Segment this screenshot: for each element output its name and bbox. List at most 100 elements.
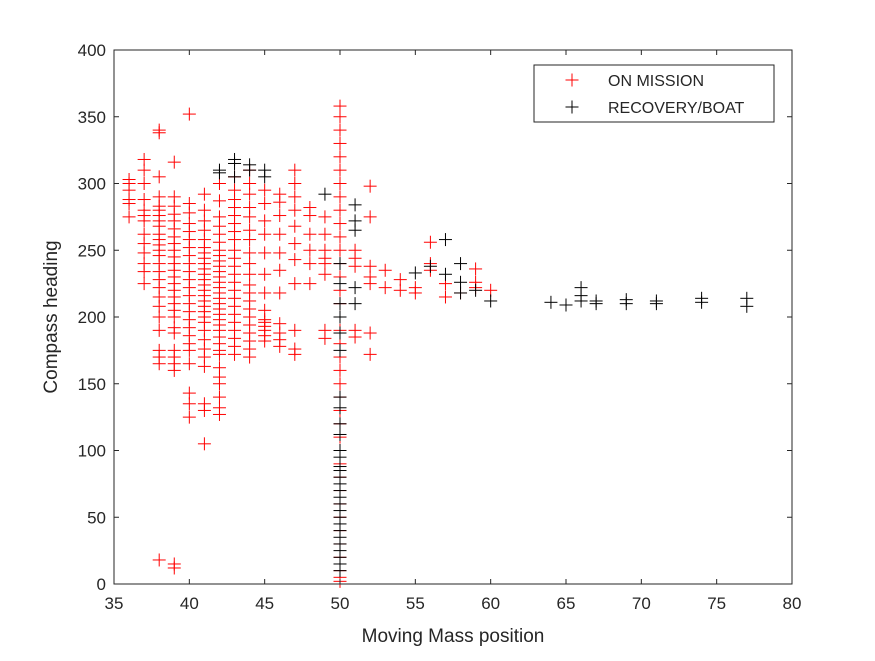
data-point [423,235,437,249]
data-point [333,110,347,124]
data-point [137,277,151,291]
data-point [318,210,332,224]
data-point [619,297,633,311]
data-point [649,297,663,311]
data-point [333,203,347,217]
data-point [333,190,347,204]
data-point [333,277,347,291]
data-point [167,363,181,377]
data-point [333,297,347,311]
data-point [333,343,347,357]
data-point [469,262,483,276]
y-tick-label: 0 [97,575,106,594]
data-point [348,297,362,311]
y-axis-label: Compass heading [41,240,62,393]
legend: ON MISSION RECOVERY/BOAT [533,64,775,123]
series-on-mission [122,99,498,588]
data-point [333,401,347,415]
data-point [243,350,257,364]
y-tick-label: 100 [78,442,106,461]
data-point [333,326,347,340]
data-point [212,194,226,208]
data-point [333,163,347,177]
data-point [333,564,347,578]
data-point [740,299,754,313]
data-point [363,277,377,291]
data-point [438,267,452,281]
data-point [228,156,242,170]
data-point [197,359,211,373]
data-point [228,170,242,184]
x-tick-label: 60 [481,594,500,613]
data-point [122,210,136,224]
data-point [589,297,603,311]
data-point [303,277,317,291]
data-point [333,123,347,137]
data-point [544,295,558,309]
data-point [137,265,151,279]
data-point [303,227,317,241]
data-point [122,197,136,211]
data-point [423,259,437,273]
data-point [695,295,709,309]
data-point [197,187,211,201]
data-point [333,257,347,271]
data-point [182,410,196,424]
data-point [378,281,392,295]
data-point [273,263,287,277]
data-point [273,195,287,209]
x-tick-label: 70 [632,594,651,613]
data-point [454,257,468,271]
data-point [303,243,317,257]
data-point [348,223,362,237]
y-tick-label: 200 [78,308,106,327]
y-tick-label: 50 [87,508,106,527]
data-point [363,326,377,340]
data-point [333,363,347,377]
data-point [258,286,272,300]
marks-layer [122,99,754,588]
y-tick-label: 250 [78,241,106,260]
data-point [288,219,302,233]
data-point [333,427,347,441]
data-point [438,233,452,247]
data-point [212,407,226,421]
data-point [333,310,347,324]
data-point [243,210,257,224]
legend-box [533,64,775,123]
data-point [258,183,272,197]
data-point [288,163,302,177]
data-point [288,277,302,291]
data-point [137,214,151,228]
data-point [182,357,196,371]
data-point [348,198,362,212]
data-point [408,286,422,300]
y-tick-label: 300 [78,175,106,194]
data-point [273,339,287,353]
data-point [318,187,332,201]
data-point [273,246,287,260]
data-point [348,281,362,295]
data-point [559,298,573,312]
data-point [288,323,302,337]
data-point [212,166,226,180]
x-tick-label: 75 [707,594,726,613]
data-point [454,286,468,300]
data-point [152,553,166,567]
x-tick-label: 40 [180,594,199,613]
data-point [273,227,287,241]
data-point [182,343,196,357]
data-point [258,170,272,184]
data-point [182,397,196,411]
data-point [288,177,302,190]
data-point [333,177,347,190]
data-point [288,237,302,251]
ticks-layer: 35 40 45 50 55 60 65 70 75 80 0 50 100 150 200 250 300 35… [78,41,802,613]
data-point [152,126,166,140]
data-point [574,294,588,308]
data-point [137,163,151,177]
x-tick-label: 55 [406,594,425,613]
y-tick-label: 150 [78,375,106,394]
data-point [363,179,377,193]
data-point [258,246,272,260]
